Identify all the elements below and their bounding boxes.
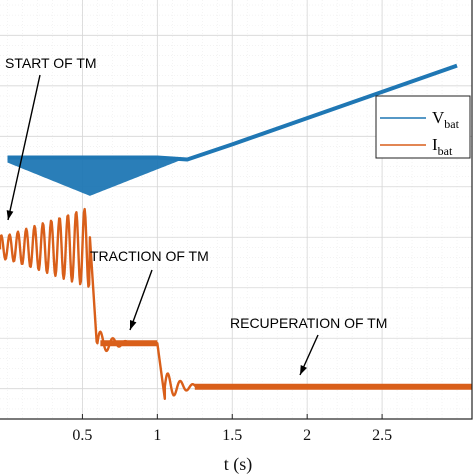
x-ticks: 0.5 1 1.5 2 2.5 — [72, 414, 392, 444]
x-tick-label-2: 1.5 — [222, 427, 242, 444]
x-axis-label: t (s) — [224, 454, 253, 474]
legend-label-vbat: Vbat — [432, 108, 460, 131]
x-tick-label-0: 0.5 — [72, 427, 92, 444]
annotation-arrows — [6, 74, 319, 376]
series-vbat-oscillation — [7, 157, 188, 196]
arrow-recuperation-head — [300, 365, 307, 375]
series-vbat-line — [7, 63, 458, 162]
arrow-start-head — [6, 210, 14, 220]
x-tick-label-4: 2.5 — [372, 427, 392, 444]
annotation-start-of-tm: START OF TM — [5, 55, 97, 71]
annotation-traction-of-tm: TRACTION OF TM — [90, 248, 209, 264]
x-tick-label-1: 1 — [153, 427, 161, 444]
x-tick-label-3: 2 — [303, 427, 311, 444]
series-layer — [0, 63, 473, 401]
arrow-start-shaft — [7, 74, 41, 221]
arrow-traction-shaft — [129, 269, 153, 331]
legend-label-ibat: Ibat — [432, 135, 453, 158]
annotation-recuperation-of-tm: RECUPERATION OF TM — [230, 315, 387, 331]
plot-frame — [0, 0, 473, 420]
arrow-traction-head — [130, 320, 137, 330]
legend: Vbat Ibat — [375, 95, 471, 159]
